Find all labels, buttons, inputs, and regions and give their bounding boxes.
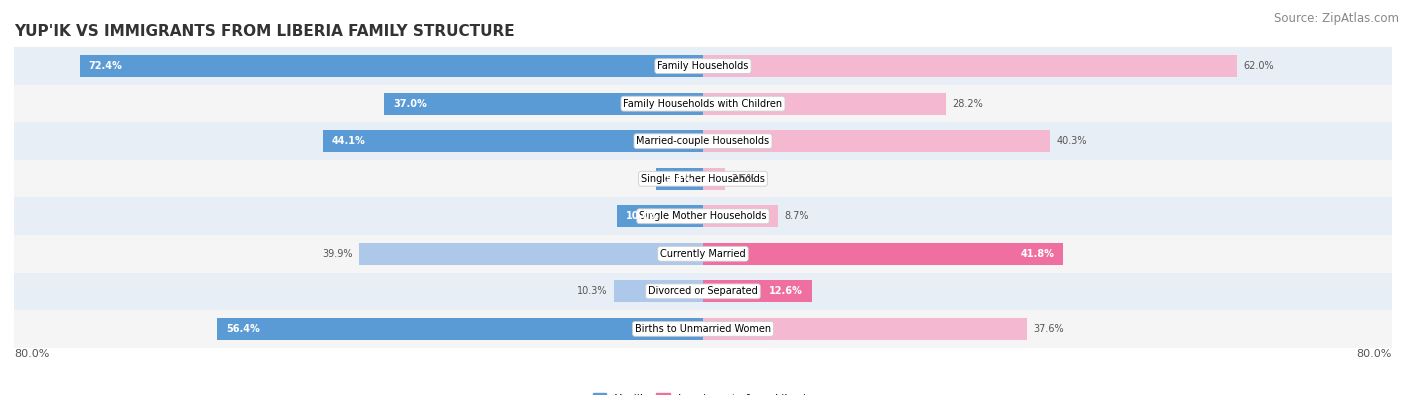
Legend: Yup'ik, Immigrants from Liberia: Yup'ik, Immigrants from Liberia: [588, 389, 818, 395]
Text: Family Households: Family Households: [658, 61, 748, 71]
Text: 12.6%: 12.6%: [769, 286, 803, 296]
Bar: [360, 243, 703, 265]
Bar: [14, 310, 1392, 348]
Text: 5.4%: 5.4%: [665, 174, 692, 184]
Bar: [703, 55, 1237, 77]
Text: 80.0%: 80.0%: [1357, 350, 1392, 359]
Bar: [614, 280, 703, 302]
Text: 8.7%: 8.7%: [785, 211, 810, 221]
Text: 2.5%: 2.5%: [731, 174, 756, 184]
Bar: [703, 93, 946, 115]
Bar: [703, 243, 1063, 265]
Text: Source: ZipAtlas.com: Source: ZipAtlas.com: [1274, 12, 1399, 25]
Text: Family Households with Children: Family Households with Children: [623, 99, 783, 109]
Text: 10.0%: 10.0%: [626, 211, 659, 221]
Bar: [14, 273, 1392, 310]
Text: Single Mother Households: Single Mother Households: [640, 211, 766, 221]
Text: 62.0%: 62.0%: [1244, 61, 1274, 71]
Text: Currently Married: Currently Married: [661, 249, 745, 259]
Text: 80.0%: 80.0%: [14, 350, 49, 359]
Bar: [14, 235, 1392, 273]
Text: 41.8%: 41.8%: [1021, 249, 1054, 259]
Bar: [703, 280, 811, 302]
Text: 40.3%: 40.3%: [1057, 136, 1087, 146]
Bar: [657, 168, 703, 190]
Bar: [323, 130, 703, 152]
Bar: [703, 205, 778, 227]
Text: Single Father Households: Single Father Households: [641, 174, 765, 184]
Text: 39.9%: 39.9%: [322, 249, 353, 259]
Bar: [384, 93, 703, 115]
Bar: [14, 160, 1392, 198]
Bar: [617, 205, 703, 227]
Bar: [14, 122, 1392, 160]
Text: Births to Unmarried Women: Births to Unmarried Women: [636, 324, 770, 334]
Text: YUP'IK VS IMMIGRANTS FROM LIBERIA FAMILY STRUCTURE: YUP'IK VS IMMIGRANTS FROM LIBERIA FAMILY…: [14, 24, 515, 39]
Bar: [14, 47, 1392, 85]
Bar: [218, 318, 703, 340]
Text: 28.2%: 28.2%: [953, 99, 983, 109]
Bar: [14, 85, 1392, 122]
Text: 10.3%: 10.3%: [576, 286, 607, 296]
Bar: [703, 130, 1050, 152]
Text: 37.6%: 37.6%: [1033, 324, 1064, 334]
Text: 72.4%: 72.4%: [89, 61, 122, 71]
Bar: [80, 55, 703, 77]
Text: Married-couple Households: Married-couple Households: [637, 136, 769, 146]
Text: 44.1%: 44.1%: [332, 136, 366, 146]
Bar: [703, 168, 724, 190]
Text: 37.0%: 37.0%: [392, 99, 427, 109]
Bar: [703, 318, 1026, 340]
Bar: [14, 198, 1392, 235]
Text: 56.4%: 56.4%: [226, 324, 260, 334]
Text: Divorced or Separated: Divorced or Separated: [648, 286, 758, 296]
